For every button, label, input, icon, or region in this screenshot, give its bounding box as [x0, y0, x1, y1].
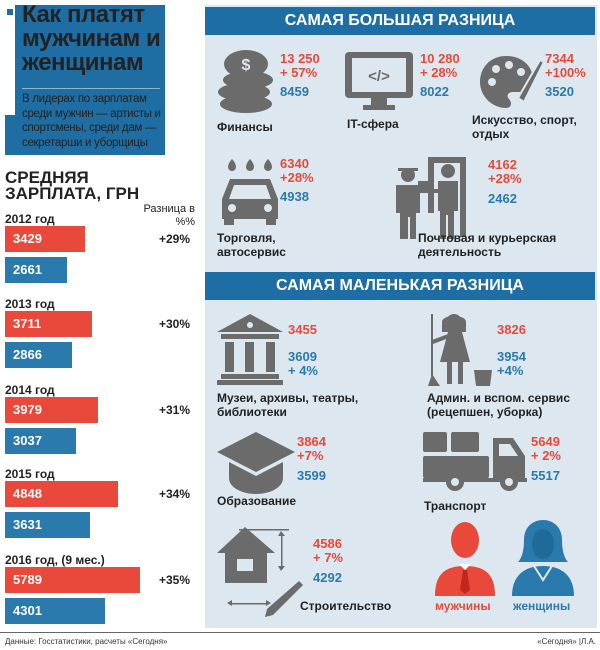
source-note: Данные: Госстатистики, расчеты «Сегодня» [5, 637, 168, 646]
transport-women-value: 5517 [531, 468, 560, 483]
svg-text:</>: </> [368, 68, 390, 85]
cleaner-icon [428, 314, 492, 386]
art-diff: +100% [545, 65, 586, 80]
post-label: Почтовая и курьерская деятельность [418, 231, 557, 259]
admin-men-value: 3826 [497, 322, 526, 337]
year-label: 2012 год [5, 212, 55, 226]
svg-text:$: $ [242, 57, 251, 74]
art-label: Искусство, спорт, отдых [472, 113, 577, 141]
it-women-value: 8022 [420, 84, 449, 99]
museum-icon [217, 314, 283, 385]
transport-label: Транспорт [424, 499, 487, 513]
finance-women-value: 8459 [280, 84, 309, 99]
page-title: Как платят мужчинам и женщинам [22, 1, 161, 76]
title-box [5, 5, 165, 155]
subtitle: В лидерах по зарплатам среди мужчин — ар… [22, 93, 161, 149]
difference-label: +35% [158, 573, 190, 587]
post-men-value: 4162 [488, 157, 517, 172]
finance-men-value: 13 250 [280, 51, 320, 66]
monitor-code-icon: </> [345, 52, 413, 110]
finance-label: Финансы [217, 120, 273, 134]
education-women-value: 3599 [297, 468, 326, 483]
museum-diff: + 4% [288, 363, 318, 378]
education-label: Образование [217, 494, 297, 508]
it-label: IT-сфера [347, 117, 399, 131]
courier-icon [396, 157, 466, 239]
house-pencil-icon [217, 527, 303, 617]
post-diff: +28% [488, 171, 522, 186]
smallest-diff-heading: САМАЯ МАЛЕНЬКАЯ РАЗНИЦА [205, 272, 595, 300]
it-men-value: 10 280 [420, 51, 460, 66]
title-accent-bar [5, 5, 15, 115]
construction-diff: + 7% [313, 550, 343, 565]
man-icon [435, 522, 495, 596]
men-salary-bar: 4848 [5, 481, 119, 507]
truck-icon [423, 432, 527, 491]
women-salary-bar: 3037 [5, 428, 76, 454]
post-women-value: 2462 [488, 191, 517, 206]
difference-header: Разница в %% [143, 203, 195, 228]
car-wash-icon [222, 159, 278, 225]
legend-women: женщины [513, 599, 571, 613]
construction-men-value: 4586 [313, 536, 342, 551]
difference-label: +34% [158, 487, 190, 501]
transport-men-value: 5649 [531, 434, 560, 449]
credit: «Сегодня» |Л.А. [537, 637, 596, 646]
women-salary-bar: 4301 [5, 598, 106, 624]
year-label: 2013 год [5, 297, 55, 311]
education-diff: +7% [297, 448, 324, 463]
admin-diff: +4% [497, 363, 524, 378]
construction-label: Строительство [300, 599, 392, 613]
difference-label: +31% [158, 403, 190, 417]
museum-men-value: 3455 [288, 322, 317, 337]
museum-label: Музеи, архивы, театры, библиотеки [217, 391, 359, 419]
year-label: 2014 год [5, 383, 55, 397]
museum-women-value: 3609 [288, 349, 317, 364]
men-salary-bar: 3979 [5, 397, 98, 423]
men-salary-bar: 3429 [5, 226, 85, 252]
graduation-cap-icon [217, 432, 295, 494]
chart-title: СРЕДНЯЯ ЗАРПЛАТА, ГРН [5, 168, 140, 203]
admin-label: Админ. и вспом. сервис (рецепшен, уборка… [427, 391, 570, 419]
finance-diff: + 57% [280, 65, 318, 80]
men-salary-bar: 3711 [5, 311, 92, 337]
education-men-value: 3864 [297, 434, 326, 449]
coins-icon: $ [218, 50, 273, 113]
women-salary-bar: 3631 [5, 512, 90, 538]
women-salary-bar: 2866 [5, 342, 72, 368]
woman-icon [512, 520, 574, 596]
trade-men-value: 6340 [280, 156, 309, 171]
trade-women-value: 4938 [280, 189, 309, 204]
year-label: 2015 год [5, 467, 55, 481]
difference-label: +30% [158, 317, 190, 331]
construction-women-value: 4292 [313, 570, 342, 585]
it-diff: + 28% [420, 65, 458, 80]
women-salary-bar: 2661 [5, 257, 68, 283]
divider [22, 88, 160, 89]
palette-icon [480, 56, 546, 108]
art-men-value: 7344 [545, 51, 574, 66]
legend-men: мужчины [435, 599, 491, 613]
men-salary-bar: 5789 [5, 567, 140, 593]
difference-label: +29% [158, 232, 190, 246]
biggest-diff-heading: САМАЯ БОЛЬШАЯ РАЗНИЦА [205, 7, 595, 35]
year-label: 2016 год, (9 мес.) [5, 553, 105, 567]
footer-divider [0, 632, 600, 633]
trade-diff: +28% [280, 170, 314, 185]
trade-label: Торговля, автосервис [217, 231, 286, 259]
transport-diff: + 2% [531, 448, 561, 463]
art-women-value: 3520 [545, 84, 574, 99]
admin-women-value: 3954 [497, 349, 526, 364]
